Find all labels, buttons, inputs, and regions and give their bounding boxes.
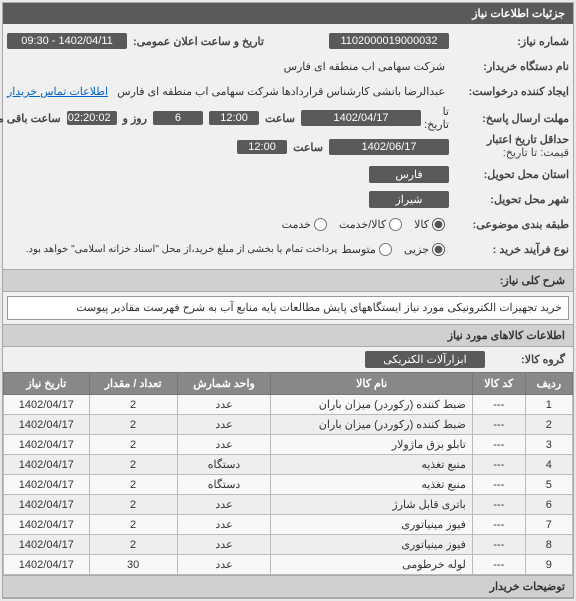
- pub-datetime-value: 1402/04/11 - 09:30: [7, 33, 127, 49]
- panel-title: جزئیات اطلاعات نیاز: [3, 3, 573, 24]
- radio-khadamat[interactable]: خدمت: [282, 218, 327, 231]
- time-label-1: ساعت: [259, 112, 301, 125]
- province-value: فارس: [369, 166, 449, 183]
- buyer-value: شرکت سهامی اب منطقه ای فارس: [280, 58, 449, 75]
- table-row: 4---منبع تغذیهدستگاه21402/04/17: [4, 455, 573, 475]
- deadline-time: 12:00: [209, 111, 259, 125]
- col-name: نام کالا: [271, 373, 472, 395]
- city-value: شیراز: [369, 191, 449, 208]
- days-value: 6: [153, 111, 203, 125]
- col-code: کد کالا: [472, 373, 525, 395]
- group-value: ابزارآلات الکتریکی: [365, 351, 485, 368]
- table-row: 9---لوله خرطومیعدد301402/04/17: [4, 555, 573, 575]
- table-row: 8---فیوز مینیاتوریعدد21402/04/17: [4, 535, 573, 555]
- deadline-tag: تا تاریخ:: [424, 105, 449, 131]
- col-qty: تعداد / مقدار: [89, 373, 177, 395]
- category-label: طبقه بندی موضوعی:: [449, 218, 569, 231]
- need-no-value: 1102000019000032: [329, 33, 449, 49]
- footer-title: توضیحات خریدار: [3, 575, 573, 598]
- radio-kala-khadamat[interactable]: کالا/خدمت: [339, 218, 402, 231]
- category-radios: کالا کالا/خدمت خدمت: [282, 218, 449, 231]
- contact-link[interactable]: اطلاعات تماس خریدار: [7, 85, 108, 98]
- validity-label: حداقل تاریخ اعتبار قیمت: تا تاریخ:: [449, 134, 569, 160]
- day-label: روز و: [117, 112, 153, 125]
- pub-datetime-label: تاریخ و ساعت اعلان عمومی:: [127, 35, 270, 48]
- city-label: شهر محل تحویل:: [449, 193, 569, 206]
- validity-time: 12:00: [237, 140, 287, 154]
- desc-text: خرید تجهیزات الکترونیکی مورد نیاز ایستگا…: [7, 296, 569, 320]
- form-area: شماره نیاز: 1102000019000032 تاریخ و ساع…: [3, 24, 573, 269]
- group-label: گروه کالا:: [485, 353, 565, 366]
- deadline-date: 1402/04/17: [301, 110, 421, 126]
- radio-kala[interactable]: کالا: [414, 218, 445, 231]
- buyer-label: نام دستگاه خریدار:: [449, 60, 569, 73]
- table-row: 2---ضبط کننده (رکوردر) میزان بارانعدد214…: [4, 415, 573, 435]
- validity-date: 1402/06/17: [329, 139, 449, 155]
- col-date: تاریخ نیاز: [4, 373, 90, 395]
- radio-proc-part[interactable]: متوسط: [341, 243, 392, 256]
- table-row: 3---تابلو برق ماژولارعدد21402/04/17: [4, 435, 573, 455]
- remain-label: ساعت باقی مانده: [0, 112, 67, 125]
- need-no-label: شماره نیاز:: [449, 35, 569, 48]
- time-label-2: ساعت: [287, 141, 329, 154]
- items-header: اطلاعات کالاهای مورد نیاز: [3, 324, 573, 347]
- creator-value: عبدالرضا بانشی کارشناس قراردادها شرکت سه…: [108, 83, 449, 100]
- province-label: استان محل تحویل:: [449, 168, 569, 181]
- radio-proc-full[interactable]: جزیی: [404, 243, 445, 256]
- col-unit: واحد شمارش: [177, 373, 271, 395]
- creator-label: ایجاد کننده درخواست:: [449, 85, 569, 98]
- process-radios: جزیی متوسط: [341, 243, 449, 256]
- table-row: 6---باتری قابل شارژعدد21402/04/17: [4, 495, 573, 515]
- table-row: 7---فیوز مینیاتوریعدد21402/04/17: [4, 515, 573, 535]
- table-row: 1---ضبط کننده (رکوردر) میزان بارانعدد214…: [4, 395, 573, 415]
- table-row: 5---منبع تغذیهدستگاه21402/04/17: [4, 475, 573, 495]
- col-row: ردیف: [525, 373, 572, 395]
- process-label: نوع فرآیند خرید :: [449, 243, 569, 256]
- remain-time: 02:20:02: [67, 111, 117, 125]
- items-table: ردیف کد کالا نام کالا واحد شمارش تعداد /…: [3, 372, 573, 575]
- desc-title: شرح کلی نیاز:: [3, 269, 573, 292]
- pay-note: پرداخت تمام یا بخشی از مبلغ خرید،از محل …: [7, 244, 341, 255]
- deadline-label: مهلت ارسال پاسخ:: [449, 112, 569, 125]
